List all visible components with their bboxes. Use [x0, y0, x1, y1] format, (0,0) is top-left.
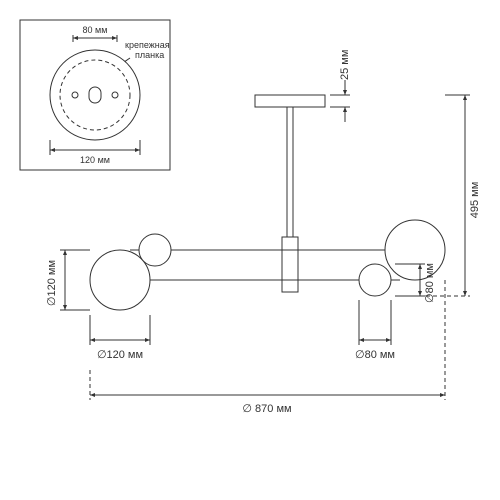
- cap-height-dim: 25 мм: [339, 50, 351, 80]
- inset-diagram: 80 мм крепежная планка 120 мм: [20, 20, 170, 170]
- inset-bracket-dim: 80 мм: [83, 25, 108, 35]
- inset-bracket-label-1: крепежная: [125, 40, 170, 50]
- large-sphere-diam: ∅120 мм: [46, 260, 58, 306]
- technical-drawing: 80 мм крепежная планка 120 мм: [0, 0, 500, 500]
- large-sphere-width: ∅120 мм: [97, 349, 143, 361]
- small-sphere-width: ∅80 мм: [355, 349, 395, 361]
- inset-plate-dim: 120 мм: [80, 155, 110, 165]
- inset-bracket-label-2: планка: [135, 50, 164, 60]
- total-width-dim: ∅ 870 мм: [242, 403, 291, 415]
- small-sphere-diam: ∅80 мм: [424, 263, 436, 303]
- total-height-dim: 495 мм: [469, 182, 481, 219]
